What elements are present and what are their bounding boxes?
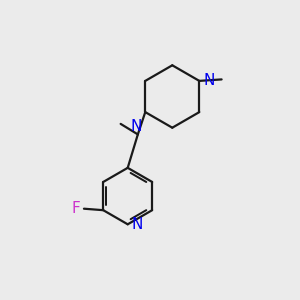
Text: F: F — [72, 201, 80, 216]
Text: N: N — [132, 217, 143, 232]
Text: N: N — [203, 73, 214, 88]
Text: N: N — [131, 118, 142, 134]
